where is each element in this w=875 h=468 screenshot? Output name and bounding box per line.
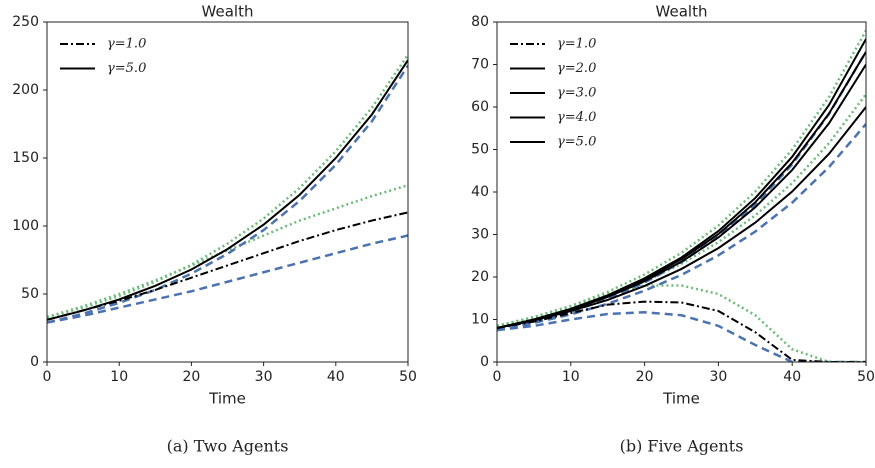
series-line — [497, 29, 866, 328]
x-tick-label: 0 — [493, 369, 502, 385]
series-line — [497, 63, 866, 329]
y-tick-label: 250 — [12, 14, 39, 30]
x-tick-label: 50 — [399, 369, 417, 385]
series-line — [47, 53, 408, 319]
x-tick-label: 30 — [255, 369, 273, 385]
y-tick-label: 10 — [471, 312, 489, 328]
chart-title: Wealth — [202, 3, 254, 21]
x-tick-label: 10 — [562, 369, 580, 385]
x-tick-label: 10 — [110, 369, 128, 385]
y-tick-label: 200 — [12, 82, 39, 98]
series-line — [47, 184, 408, 319]
y-tick-label: 0 — [480, 354, 489, 370]
y-tick-label: 40 — [471, 184, 489, 200]
y-tick-label: 50 — [21, 286, 39, 302]
x-tick-label: 20 — [636, 369, 654, 385]
series-line — [47, 64, 408, 324]
legend-label: γ=2.0 — [557, 61, 596, 76]
series-line — [47, 59, 408, 321]
y-tick-label: 30 — [471, 227, 489, 243]
y-tick-label: 100 — [12, 218, 39, 234]
series-line — [497, 284, 866, 362]
y-tick-label: 80 — [471, 14, 489, 30]
series-line — [497, 311, 866, 362]
y-tick-label: 70 — [471, 57, 489, 73]
x-tick-label: 50 — [857, 369, 875, 385]
series-line — [497, 38, 866, 329]
caption: (b) Five Agents — [620, 437, 744, 456]
series-line — [47, 234, 408, 324]
legend-label: γ=5.0 — [557, 135, 596, 150]
x-tick-label: 40 — [327, 369, 345, 385]
series-line — [497, 106, 866, 329]
y-tick-label: 150 — [12, 150, 39, 166]
y-tick-label: 20 — [471, 269, 489, 285]
plot-frame — [46, 21, 409, 363]
x-tick-label: 20 — [182, 369, 200, 385]
x-tick-label: 40 — [783, 369, 801, 385]
x-tick-label: 0 — [43, 369, 52, 385]
series-line — [497, 300, 866, 362]
x-tick-label: 30 — [709, 369, 727, 385]
x-axis-label: Time — [208, 390, 246, 408]
series-line — [497, 123, 866, 332]
legend-label: γ=1.0 — [557, 37, 596, 52]
series-line — [47, 211, 408, 321]
y-tick-label: 60 — [471, 99, 489, 115]
x-axis-label: Time — [662, 390, 700, 408]
legend-label: γ=4.0 — [557, 110, 596, 125]
plot-frame — [496, 21, 867, 363]
legend-label: γ=3.0 — [557, 86, 596, 101]
caption: (a) Two Agents — [167, 437, 289, 456]
legend-label: γ=5.0 — [107, 61, 146, 76]
series-line — [497, 51, 866, 332]
y-tick-label: 0 — [30, 354, 39, 370]
chart-title: Wealth — [656, 3, 708, 21]
legend-label: γ=1.0 — [107, 37, 146, 52]
series-line — [497, 93, 866, 328]
y-tick-label: 50 — [471, 142, 489, 158]
